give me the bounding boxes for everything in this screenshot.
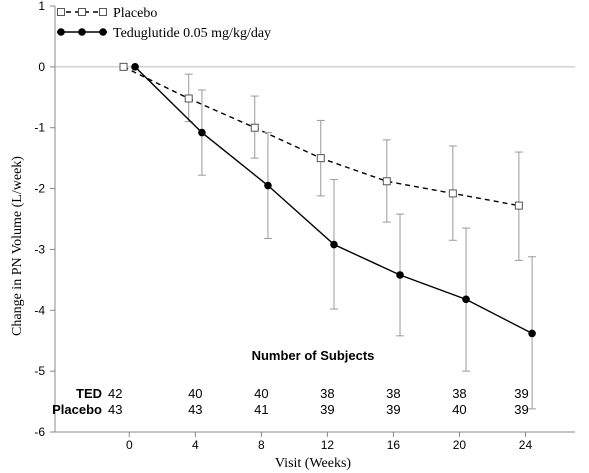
x-tick-label: 4 — [192, 438, 199, 452]
x-tick-label: 16 — [387, 438, 401, 452]
legend-marker — [57, 8, 65, 16]
x-axis-label: Visit (Weeks) — [275, 456, 352, 471]
x-tick-label: 20 — [453, 438, 467, 452]
x-tick-label: 24 — [519, 438, 533, 452]
y-tick-label: -4 — [34, 303, 45, 317]
subjects-count: 38 — [386, 386, 400, 401]
data-point — [184, 94, 193, 103]
legend-marker — [99, 8, 107, 16]
y-tick-label: -2 — [34, 182, 45, 196]
y-tick-label: 0 — [38, 60, 45, 74]
x-tick-label: 0 — [126, 438, 133, 452]
series-layer — [119, 62, 537, 410]
subjects-count: 38 — [452, 386, 466, 401]
data-point — [396, 271, 404, 279]
legend-marker — [57, 28, 65, 36]
subjects-count: 40 — [188, 386, 202, 401]
subjects-count: 42 — [108, 386, 122, 401]
data-point — [250, 123, 259, 132]
y-tick-label: 1 — [38, 0, 45, 13]
y-tick-labels: 1 0 -1 -2 -3 -4 -5 -6 — [34, 0, 45, 439]
subjects-count: 39 — [386, 402, 400, 417]
series-teduglutide — [131, 63, 537, 410]
legend: Placebo Teduglutide 0.05 mg/kg/day — [57, 6, 271, 41]
series-placebo — [119, 62, 523, 261]
data-point — [382, 177, 391, 186]
subjects-count: 38 — [320, 386, 334, 401]
legend-label: Teduglutide 0.05 mg/kg/day — [113, 26, 271, 41]
data-point — [448, 189, 457, 198]
legend-marker — [99, 28, 107, 36]
subjects-count: 43 — [108, 402, 122, 417]
subjects-count: 39 — [320, 402, 334, 417]
x-tick-labels: 0 4 8 12 16 20 24 — [126, 438, 533, 452]
data-point — [462, 295, 470, 304]
subjects-count: 39 — [514, 402, 528, 417]
y-tick-label: -1 — [34, 121, 45, 135]
legend-marker — [78, 8, 86, 16]
y-tick-label: -5 — [34, 364, 45, 378]
y-tick-label: -6 — [34, 425, 45, 439]
subjects-title: Number of Subjects — [252, 348, 375, 363]
data-point — [330, 240, 338, 249]
data-point — [264, 181, 272, 190]
number-of-subjects-table: Number of Subjects TED 42 40 40 38 38 38 39Plac… — [52, 348, 529, 417]
subjects-row-label: TED — [76, 386, 102, 401]
data-point — [528, 329, 536, 338]
x-tick-label: 12 — [321, 438, 335, 452]
data-point — [131, 63, 139, 71]
legend-marker — [78, 28, 86, 36]
subjects-count: 41 — [254, 402, 268, 417]
subjects-count: 39 — [514, 386, 528, 401]
subjects-count: 40 — [452, 402, 466, 417]
x-tick-label: 8 — [258, 438, 265, 452]
y-axis-label: Change in PN Volume (L/week) — [10, 156, 25, 336]
subjects-row-label: Placebo — [52, 402, 102, 417]
legend-label: Placebo — [113, 6, 157, 21]
subjects-count: 43 — [188, 402, 202, 417]
y-tick-label: -3 — [34, 242, 45, 256]
data-point — [514, 201, 523, 210]
subjects-count: 40 — [254, 386, 268, 401]
data-point — [316, 154, 325, 163]
data-point — [119, 62, 128, 71]
axes — [50, 5, 575, 437]
data-point — [198, 128, 206, 137]
